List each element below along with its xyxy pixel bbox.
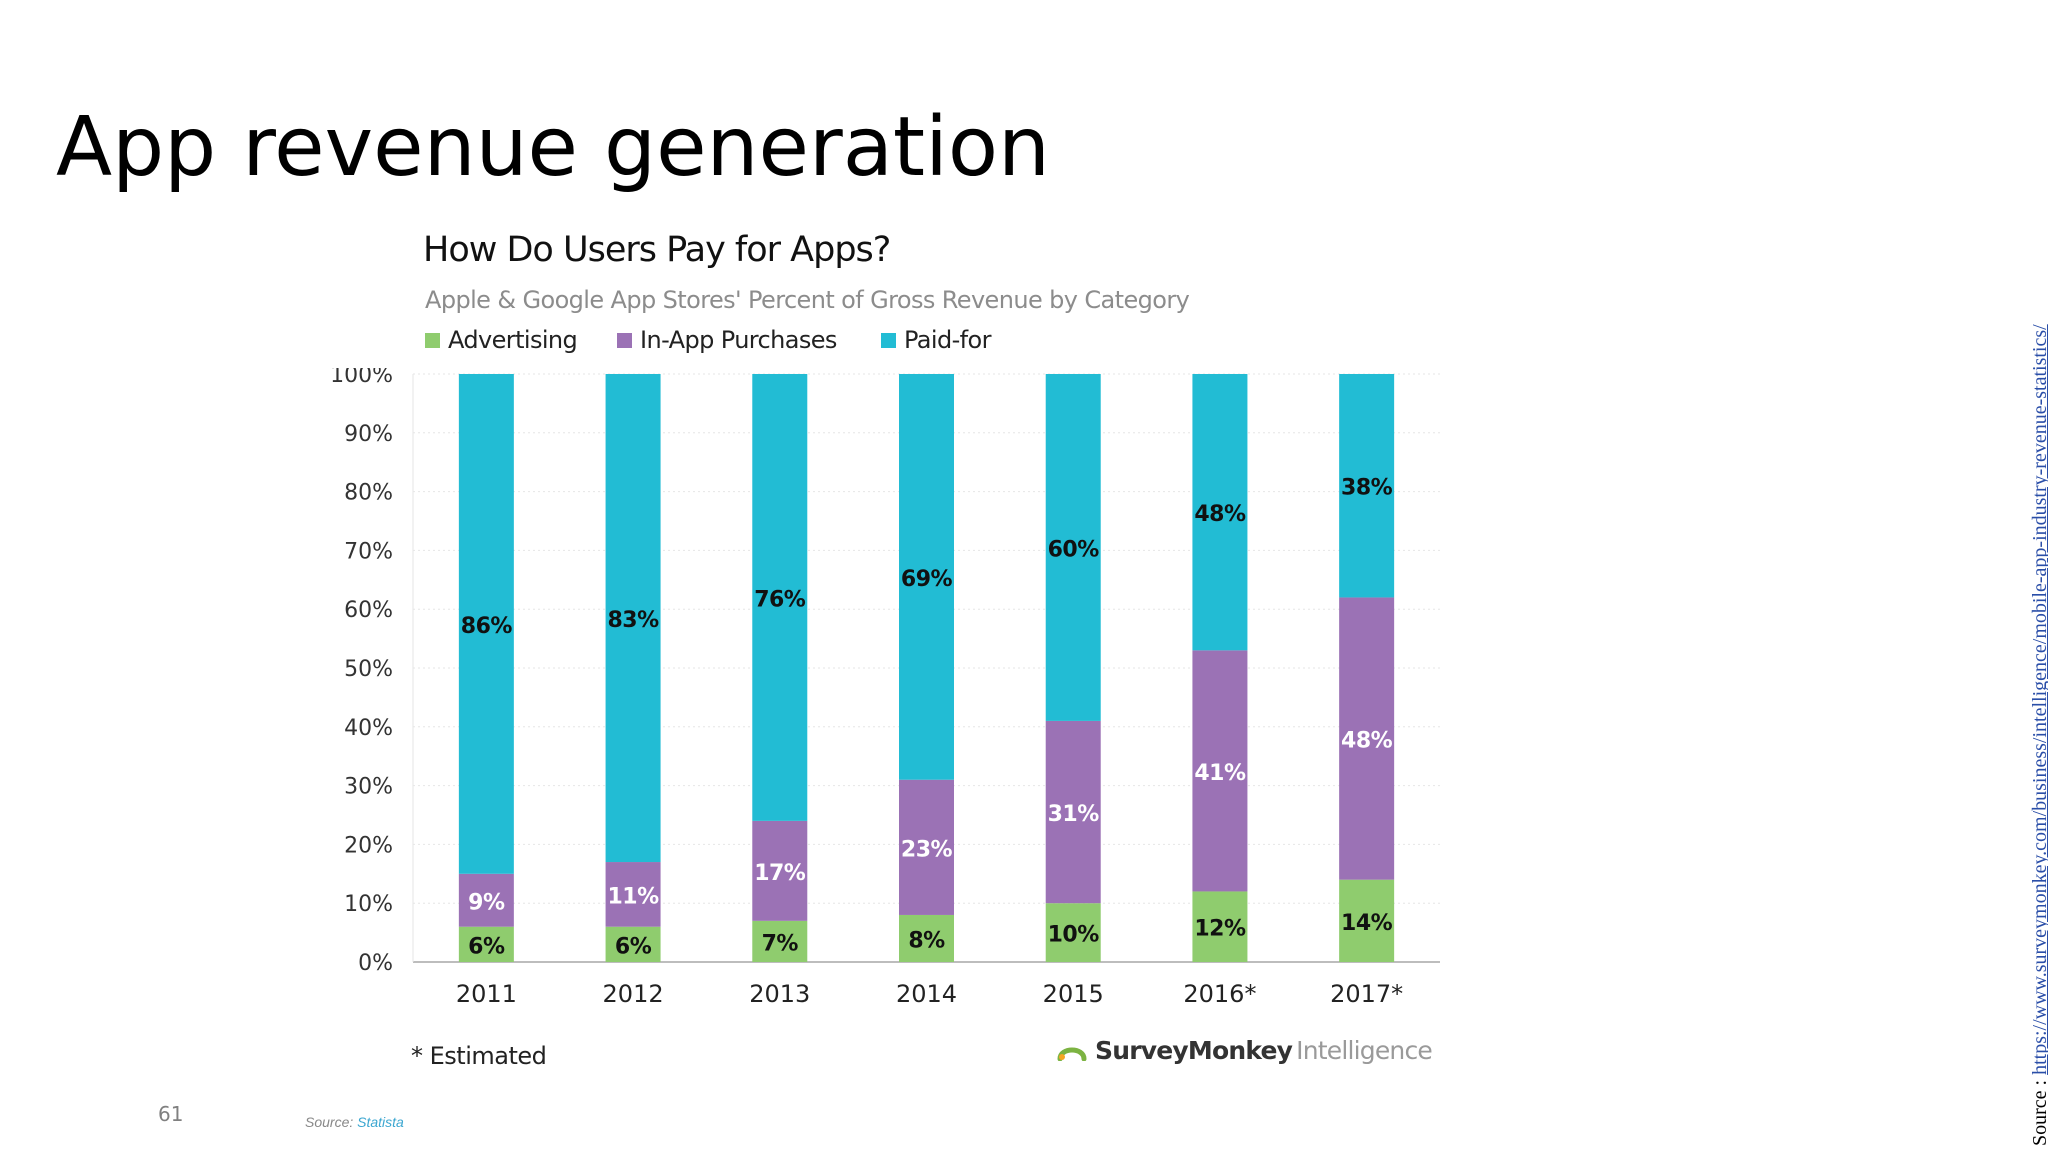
y-tick-label: 10%: [344, 892, 393, 917]
bar-segment: [1045, 374, 1101, 721]
bar-segment: [899, 374, 954, 780]
data-label: 6%: [468, 934, 505, 959]
data-label: 7%: [762, 931, 799, 956]
x-tick-label: 2013: [749, 980, 810, 1008]
bar-chart-plot: 0% 10% 20% 30% 40% 50% 60% 70% 80% 90% 100% 6% 9% 86%…: [330, 368, 1440, 1008]
data-label: 38%: [1341, 476, 1393, 501]
surveymonkey-brand: SurveyMonkey Intelligence: [1057, 1036, 1433, 1065]
bar-segment: [605, 862, 661, 927]
legend-swatch-in-app-purchases: [617, 332, 632, 348]
legend-item-paid-for: Paid-for: [881, 326, 991, 354]
slide-title: App revenue generation: [56, 100, 1051, 195]
brand-name: SurveyMonkey: [1095, 1036, 1293, 1065]
x-tick-label: 2014: [896, 980, 957, 1008]
chart-title: How Do Users Pay for Apps?: [423, 230, 891, 270]
y-tick-label: 70%: [344, 539, 393, 564]
bar-segment: [605, 374, 661, 863]
legend-label-advertising: Advertising: [448, 326, 578, 354]
bar-segment: [1045, 903, 1101, 962]
source-url-link[interactable]: https://www.surveymonkey.com/business/in…: [2029, 324, 2048, 1075]
data-label: 11%: [607, 884, 659, 909]
bar-segment: [752, 374, 808, 821]
data-label: 14%: [1341, 911, 1393, 936]
y-tick-label: 90%: [344, 422, 393, 447]
y-tick-label: 50%: [344, 657, 393, 682]
bar-segment: [899, 779, 954, 915]
x-tick-label: 2016*: [1183, 980, 1256, 1008]
estimated-footnote: * Estimated: [411, 1042, 547, 1070]
legend-item-in-app-purchases: In-App Purchases: [617, 326, 837, 354]
chart-source-prefix: Source:: [305, 1114, 358, 1130]
x-tick-label: 2017*: [1330, 980, 1403, 1008]
page-number: 61: [158, 1102, 184, 1126]
bar-segment: [752, 920, 808, 962]
legend-label-paid-for: Paid-for: [904, 326, 991, 354]
x-tick-label: 2011: [456, 980, 517, 1008]
source-label: Source :: [2029, 1080, 2048, 1146]
data-label: 76%: [754, 587, 806, 612]
y-tick-label: 40%: [344, 716, 393, 741]
bar-segment: [752, 820, 808, 921]
bar-segment: [1339, 597, 1395, 880]
data-label: 10%: [1048, 923, 1100, 948]
legend-item-advertising: Advertising: [425, 326, 578, 354]
y-tick-label: 100%: [330, 368, 393, 388]
data-label: 8%: [908, 928, 945, 953]
y-tick-label: 30%: [344, 775, 393, 800]
bar-segment: [458, 873, 514, 927]
brand-suffix: Intelligence: [1296, 1036, 1433, 1065]
bar-segment: [1339, 374, 1395, 598]
data-label: 60%: [1048, 537, 1100, 562]
bar-segment: [1192, 650, 1248, 892]
data-label: 12%: [1194, 917, 1246, 942]
data-label: 31%: [1048, 802, 1100, 827]
y-tick-label: 80%: [344, 481, 393, 506]
legend-swatch-paid-for: [881, 332, 896, 348]
data-label: 86%: [461, 614, 513, 639]
data-label: 9%: [468, 890, 505, 915]
bar-segment: [899, 914, 954, 962]
surveymonkey-logo-icon: [1057, 1047, 1087, 1061]
bar-segment: [458, 374, 514, 874]
source-citation: Source : https://www.surveymonkey.com/bu…: [2029, 324, 2048, 1146]
bar-segment: [605, 926, 661, 962]
chart-source: Source: Statista: [305, 1114, 404, 1130]
data-label: 48%: [1341, 729, 1393, 754]
x-tick-label: 2015: [1043, 980, 1104, 1008]
bar-segment: [1192, 374, 1248, 651]
data-label: 23%: [901, 837, 953, 862]
y-tick-label: 20%: [344, 833, 393, 858]
x-tick-label: 2012: [603, 980, 664, 1008]
bar-segment: [1045, 720, 1101, 904]
data-label: 48%: [1194, 502, 1246, 527]
legend-swatch-advertising: [425, 332, 440, 348]
data-label: 69%: [901, 567, 953, 592]
chart-source-link[interactable]: Statista: [357, 1114, 404, 1130]
y-tick-label: 60%: [344, 598, 393, 623]
bar-segment: [458, 926, 514, 962]
y-tick-label: 0%: [358, 951, 393, 976]
bar-segment: [1339, 879, 1395, 962]
chart-panel: How Do Users Pay for Apps? Apple & Googl…: [305, 218, 1440, 1152]
chart-subtitle: Apple & Google App Stores' Percent of Gr…: [425, 286, 1190, 314]
legend-label-in-app-purchases: In-App Purchases: [640, 326, 837, 354]
data-label: 17%: [754, 861, 806, 886]
data-label: 83%: [607, 608, 659, 633]
bar-segment: [1192, 891, 1248, 962]
data-label: 41%: [1194, 761, 1246, 786]
data-label: 6%: [615, 934, 652, 959]
